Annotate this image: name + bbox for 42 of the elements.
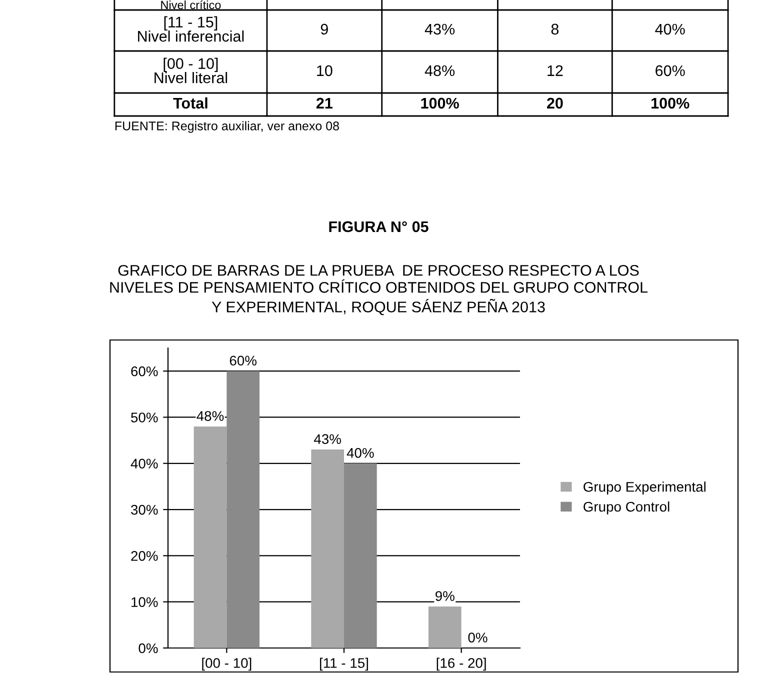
x-tick-label: [11 - 15] bbox=[320, 658, 368, 671]
text: 48% bbox=[196, 411, 224, 421]
text: Nivel crítico bbox=[161, 0, 221, 10]
text: 0% bbox=[468, 632, 488, 642]
bar bbox=[311, 450, 344, 648]
source-note: FUENTE: Registro auxiliar, ver anexo 08 bbox=[115, 121, 339, 133]
text: 43% bbox=[314, 434, 341, 444]
y-tick-label: 20% bbox=[131, 551, 158, 561]
text: 40% bbox=[346, 448, 374, 458]
text: 9 bbox=[320, 24, 328, 35]
legend-label: Grupo Control bbox=[584, 501, 670, 514]
y-tick-label: 40% bbox=[130, 458, 158, 469]
y-tick-label: 50% bbox=[131, 412, 158, 422]
text: Total bbox=[173, 97, 208, 109]
text: 48% bbox=[424, 65, 455, 76]
text: [11 - 15] Nivel inferencial bbox=[138, 16, 244, 42]
text: 43% bbox=[424, 24, 455, 35]
text: 10 bbox=[317, 65, 332, 76]
legend-label: Grupo Experimental bbox=[584, 482, 706, 495]
text: 9% bbox=[436, 591, 454, 601]
text: 60% bbox=[230, 356, 256, 366]
x-tick-label: [00 - 10] bbox=[202, 658, 252, 671]
text: 40% bbox=[655, 24, 685, 35]
text: 20 bbox=[546, 98, 563, 109]
text: [00 - 10] Nivel literal bbox=[154, 58, 228, 84]
bar bbox=[344, 463, 377, 648]
y-tick-label: 60% bbox=[131, 366, 158, 376]
text: 100% bbox=[652, 98, 690, 109]
chart-title: FIGURA N° 05 bbox=[329, 221, 428, 232]
chart-subtitle: GRAFICO DE BARRAS DE LA PRUEBA DE PROCESO RESPECTO A LOS NIVELES DE PENSAMIENTO CRÍTICO OBTENIDOS DEL GRUPO CONTROL Y EXPERIMENTAL, ROQUE SÁENZ PEÑA 2013 bbox=[110, 264, 648, 316]
text: 8 bbox=[551, 24, 559, 35]
y-tick-label: 30% bbox=[131, 504, 158, 515]
bar bbox=[194, 426, 227, 648]
text: 21 bbox=[316, 98, 332, 108]
bar bbox=[226, 371, 260, 648]
text: 100% bbox=[421, 98, 459, 109]
y-tick-label: 10% bbox=[132, 597, 158, 608]
x-tick-label: [16 - 20] bbox=[436, 658, 486, 671]
y-tick-label: 0% bbox=[138, 643, 158, 654]
text: 60% bbox=[656, 65, 685, 76]
bar bbox=[428, 606, 462, 648]
text: 12 bbox=[548, 65, 563, 76]
